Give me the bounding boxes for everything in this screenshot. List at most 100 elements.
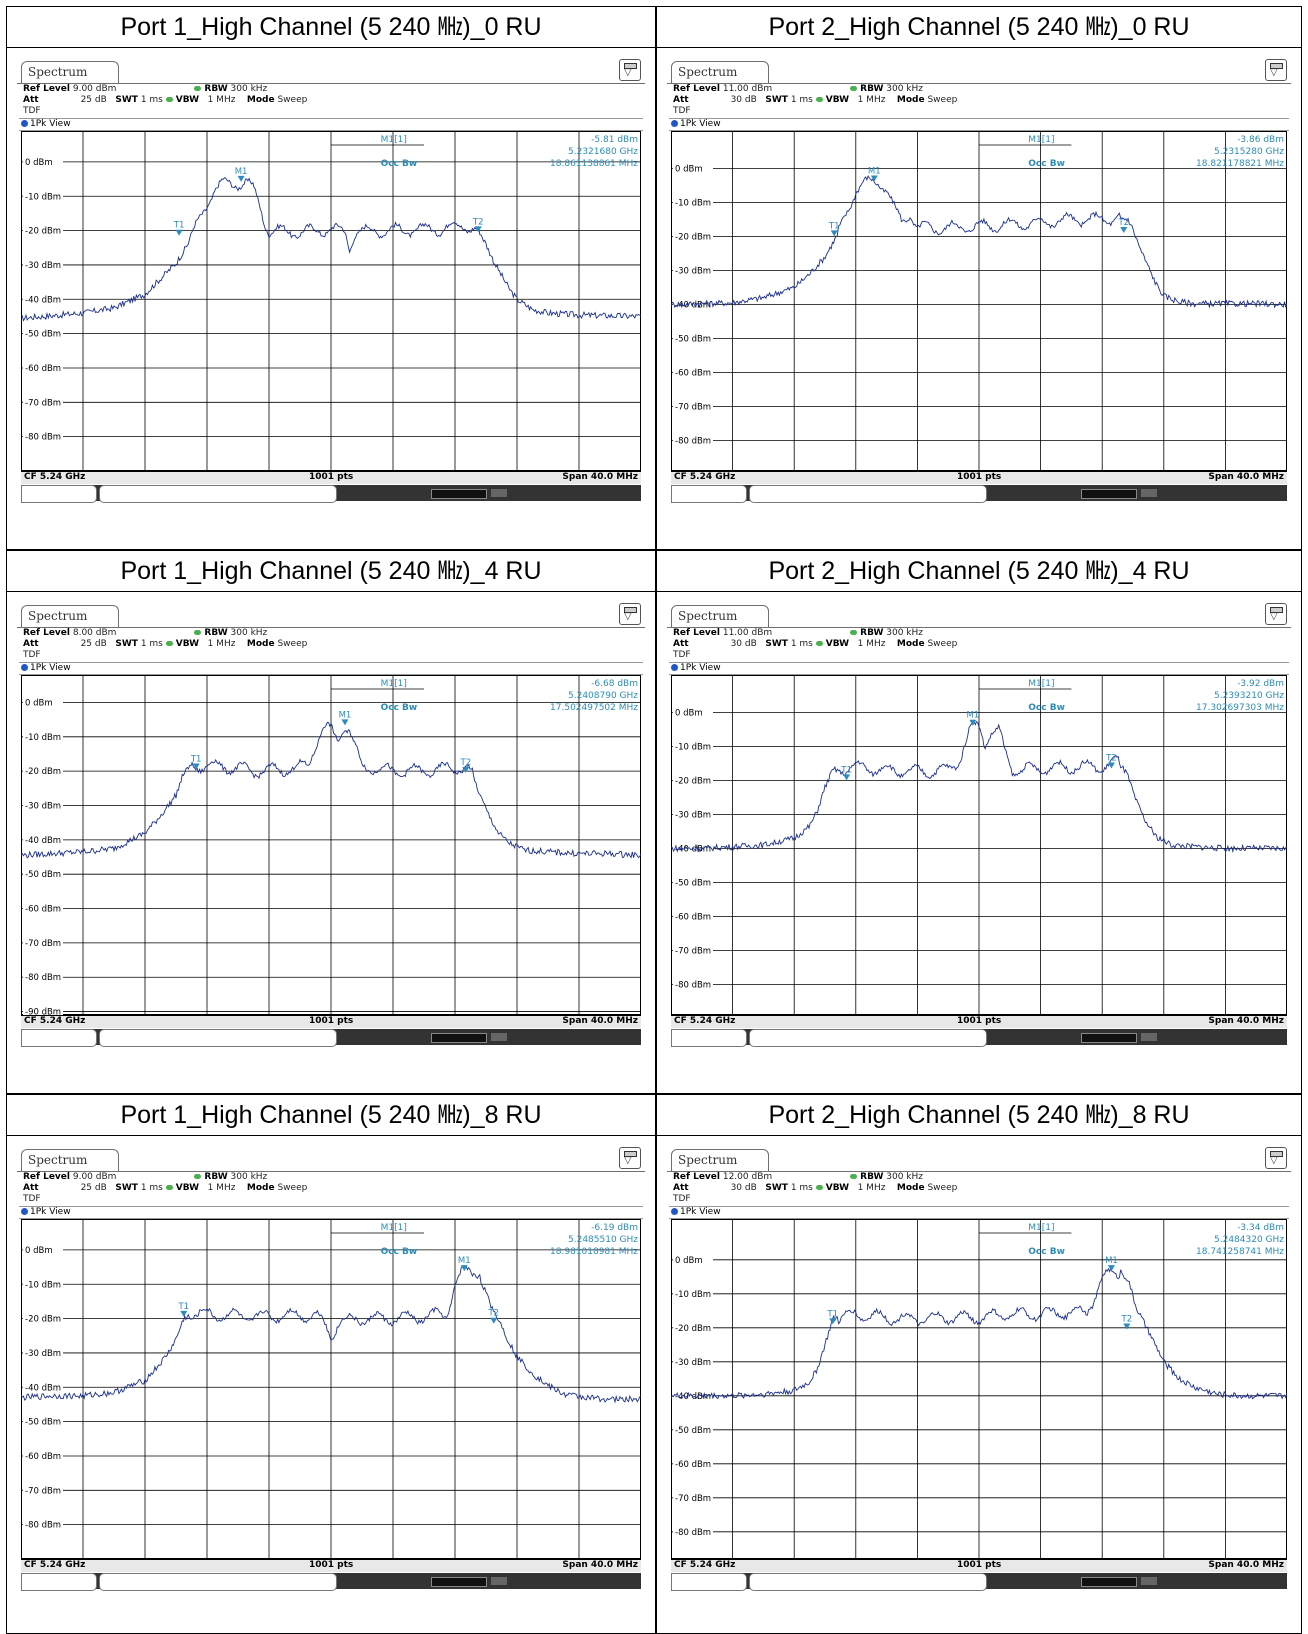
status-field-left[interactable]: [21, 1573, 97, 1591]
mode-value: Sweep: [277, 1183, 308, 1193]
chart-title: Port 1_High Channel (5 240 ㎒)_8 RU: [7, 1095, 655, 1136]
trace-view-bar: 1Pk View: [669, 1206, 1289, 1219]
mode-value: Sweep: [277, 95, 308, 105]
rbw-coupled-icon: [194, 86, 202, 91]
status-field-left[interactable]: [671, 1573, 747, 1591]
status-icon: [1141, 489, 1157, 497]
vbw-label: VBW: [825, 639, 849, 649]
status-bar: [21, 1029, 641, 1047]
status-field-message[interactable]: [99, 485, 337, 503]
spectrum-tab[interactable]: Spectrum: [671, 61, 769, 84]
y-tick-label: 0 dBm: [675, 1256, 703, 1266]
marker-t1-label: T1: [826, 1309, 838, 1319]
y-tick-label: -70 dBm: [675, 1494, 711, 1504]
status-field-left[interactable]: [21, 1029, 97, 1047]
rbw-value: 300 kHz: [230, 84, 268, 94]
att-value: 25 dB: [80, 639, 107, 649]
status-field-left[interactable]: [671, 1029, 747, 1047]
status-icon: [1141, 1033, 1157, 1041]
tab-divider: [667, 1171, 1291, 1172]
att-value: 30 dB: [730, 1183, 757, 1193]
occ-bw-label: Occ Bw: [381, 703, 418, 713]
tick-label-bg: [23, 972, 63, 983]
view-label: 1Pk View: [680, 663, 721, 673]
settings-row-1: Ref Level 9.00 dBm RBW 300 kHz: [23, 1172, 267, 1183]
tick-label-bg: [23, 937, 63, 948]
status-field-message[interactable]: [99, 1573, 337, 1591]
tick-label-bg: [673, 1390, 713, 1401]
tick-label-bg: [23, 259, 63, 270]
trace-indicator-icon: [671, 664, 678, 671]
y-tick-label: -10 dBm: [25, 1280, 61, 1290]
menu-dropdown-icon[interactable]: [1265, 59, 1287, 81]
marker-t1-triangle-icon: [843, 774, 851, 781]
status-field-left[interactable]: [21, 485, 97, 503]
menu-dropdown-icon[interactable]: [619, 603, 641, 625]
chart-cell: Port 2_High Channel (5 240 ㎒)_8 RU Spectr…: [656, 1094, 1302, 1634]
m1-label: M1[1]: [1028, 1223, 1054, 1233]
swt-label: SWT: [765, 639, 788, 649]
vbw-value: 1 MHz: [207, 1183, 236, 1193]
marker-t1-triangle-icon: [180, 1310, 188, 1317]
menu-dropdown-icon[interactable]: [1265, 603, 1287, 625]
marker-m1-triangle-icon: [1107, 1265, 1115, 1272]
span-label: Span 40.0 MHz: [562, 1560, 638, 1570]
chart-title: Port 2_High Channel (5 240 ㎒)_8 RU: [657, 1095, 1301, 1136]
swt-label: SWT: [115, 95, 138, 105]
marker-m1-triangle-icon: [870, 175, 878, 182]
status-field-message[interactable]: [749, 1573, 987, 1591]
spectrum-tab[interactable]: Spectrum: [21, 605, 119, 628]
spectrum-tab[interactable]: Spectrum: [671, 1149, 769, 1172]
status-bar: [671, 1029, 1287, 1047]
spectrum-tab[interactable]: Spectrum: [671, 605, 769, 628]
tick-label-bg: [23, 766, 63, 777]
tick-label-bg: [673, 877, 713, 888]
frequency-axis-bar: CF 5.24 GHz 1001 pts Span 40.0 MHz: [21, 1015, 641, 1028]
tick-label-bg: [673, 435, 713, 446]
m1-level-value: -3.92 dBm: [1237, 679, 1284, 689]
att-label: Att: [23, 1183, 39, 1193]
y-tick-label: -20 dBm: [675, 776, 711, 786]
status-field-message[interactable]: [749, 1029, 987, 1047]
marker-t1-label: T1: [173, 221, 185, 231]
marker-t2-triangle-icon: [1120, 227, 1128, 233]
spectrum-tab[interactable]: Spectrum: [21, 61, 119, 84]
status-field-message[interactable]: [99, 1029, 337, 1047]
y-tick-label: -60 dBm: [675, 912, 711, 922]
swt-value: 1 ms: [790, 95, 813, 105]
y-tick-label: -10 dBm: [675, 1290, 711, 1300]
y-tick-label: -40 dBm: [675, 844, 711, 854]
y-tick-label: -30 dBm: [25, 1349, 61, 1359]
span-label: Span 40.0 MHz: [562, 472, 638, 482]
att-label: Att: [673, 1183, 689, 1193]
att-value: 30 dB: [730, 95, 757, 105]
y-tick-label: -80 dBm: [675, 436, 711, 446]
menu-dropdown-icon[interactable]: [1265, 1147, 1287, 1169]
marker-t2-triangle-icon: [474, 226, 482, 233]
marker-m1-label: M1: [868, 167, 881, 177]
sweep-points-label: 1001 pts: [309, 1560, 354, 1570]
mode-value: Sweep: [277, 639, 308, 649]
spectrum-plot: 0 dBm -10 dBm -20 dBm -30 dBm -40 dBm -50 dBm…: [671, 131, 1287, 471]
tick-label-bg: [23, 834, 63, 845]
swt-value: 1 ms: [140, 639, 163, 649]
rbw-value: 300 kHz: [886, 1172, 923, 1182]
ref-level-value: 9.00 dBm: [72, 84, 117, 94]
spectrum-tab[interactable]: Spectrum: [21, 1149, 119, 1172]
y-tick-label: -90 dBm: [25, 1008, 61, 1015]
ref-level-label: Ref Level: [23, 84, 70, 94]
status-field-message[interactable]: [749, 485, 987, 503]
trace-view-bar: 1Pk View: [19, 118, 643, 131]
vbw-label: VBW: [175, 95, 199, 105]
m1-level-value: -3.86 dBm: [1237, 135, 1284, 145]
menu-dropdown-icon[interactable]: [619, 59, 641, 81]
y-tick-label: -80 dBm: [25, 973, 61, 983]
tab-divider: [17, 627, 645, 628]
status-field-left[interactable]: [671, 485, 747, 503]
tdf-label: TDF: [673, 1194, 691, 1204]
tick-label-bg: [673, 775, 713, 786]
progress-indicator-icon: [431, 489, 487, 499]
trace-view-bar: 1Pk View: [669, 662, 1289, 675]
menu-dropdown-icon[interactable]: [619, 1147, 641, 1169]
spectrum-trace: [21, 1265, 641, 1404]
